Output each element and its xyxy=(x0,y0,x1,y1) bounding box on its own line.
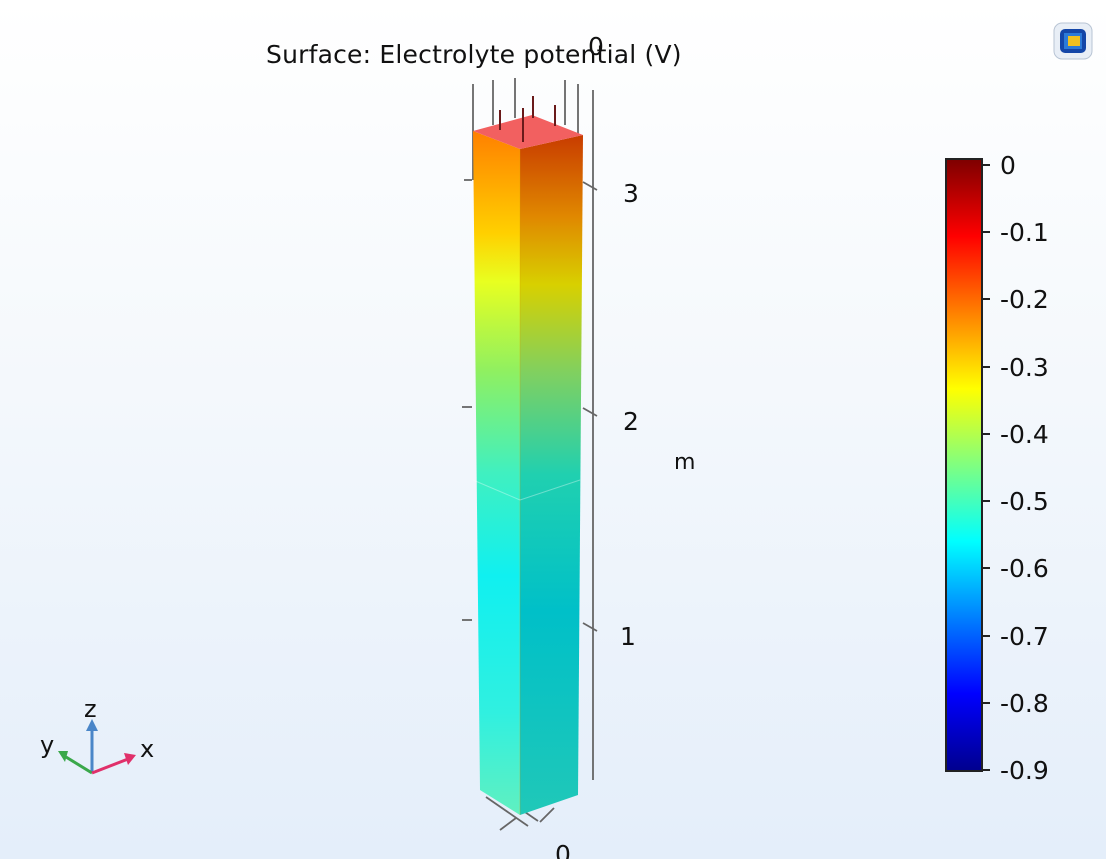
axis-label-x: x xyxy=(140,735,154,763)
column-top-face xyxy=(473,115,583,149)
colorbar-label: -0.8 xyxy=(1000,688,1049,718)
colorbar-tick xyxy=(983,769,990,771)
colorbar-label: -0.3 xyxy=(1000,352,1049,382)
colorbar-label: -0.1 xyxy=(1000,218,1049,248)
z-axis-tick-3: 3 xyxy=(623,179,639,208)
z-axis-tick-2: 2 xyxy=(623,407,639,436)
axis-orientation-indicator: z y x xyxy=(40,695,154,775)
colorbar-label: 0 xyxy=(1000,151,1016,180)
top-axis-tick: 0 xyxy=(588,32,604,61)
column-front-face xyxy=(473,131,520,815)
colorbar-label: -0.6 xyxy=(1000,554,1049,584)
colorbar-tick xyxy=(983,432,990,435)
colorbar-tick xyxy=(983,567,990,570)
colorbar-tick xyxy=(983,634,990,637)
colorbar-tick xyxy=(983,701,990,704)
z-axis-tick-1: 1 xyxy=(620,622,636,651)
colorbar-label: -0.7 xyxy=(1000,621,1049,651)
colorbar-label: -0.2 xyxy=(1000,285,1049,315)
mesh-seam xyxy=(472,479,521,501)
axis-unit-label: m xyxy=(674,450,696,475)
colorbar-tick xyxy=(983,231,990,234)
bottom-axis-tick: 0 xyxy=(555,840,571,859)
colorbar-tick xyxy=(983,298,990,301)
colorbar-tick xyxy=(983,500,990,503)
colorbar-tick xyxy=(983,164,990,166)
plot-title: Surface: Electrolyte potential (V) xyxy=(266,40,682,69)
axis-label-y: y xyxy=(40,731,54,759)
axis-label-z: z xyxy=(84,695,97,723)
colorbar-label: -0.9 xyxy=(1000,756,1049,785)
colorbar xyxy=(945,158,983,772)
mesh-seam xyxy=(519,479,581,501)
colorbar-label: -0.4 xyxy=(1000,419,1049,449)
electrode-pins xyxy=(499,96,556,142)
comsol-logo-icon xyxy=(1053,22,1093,60)
colorbar-tick xyxy=(983,365,990,368)
column-side-face xyxy=(520,135,583,815)
colorbar-label: -0.5 xyxy=(1000,487,1049,517)
